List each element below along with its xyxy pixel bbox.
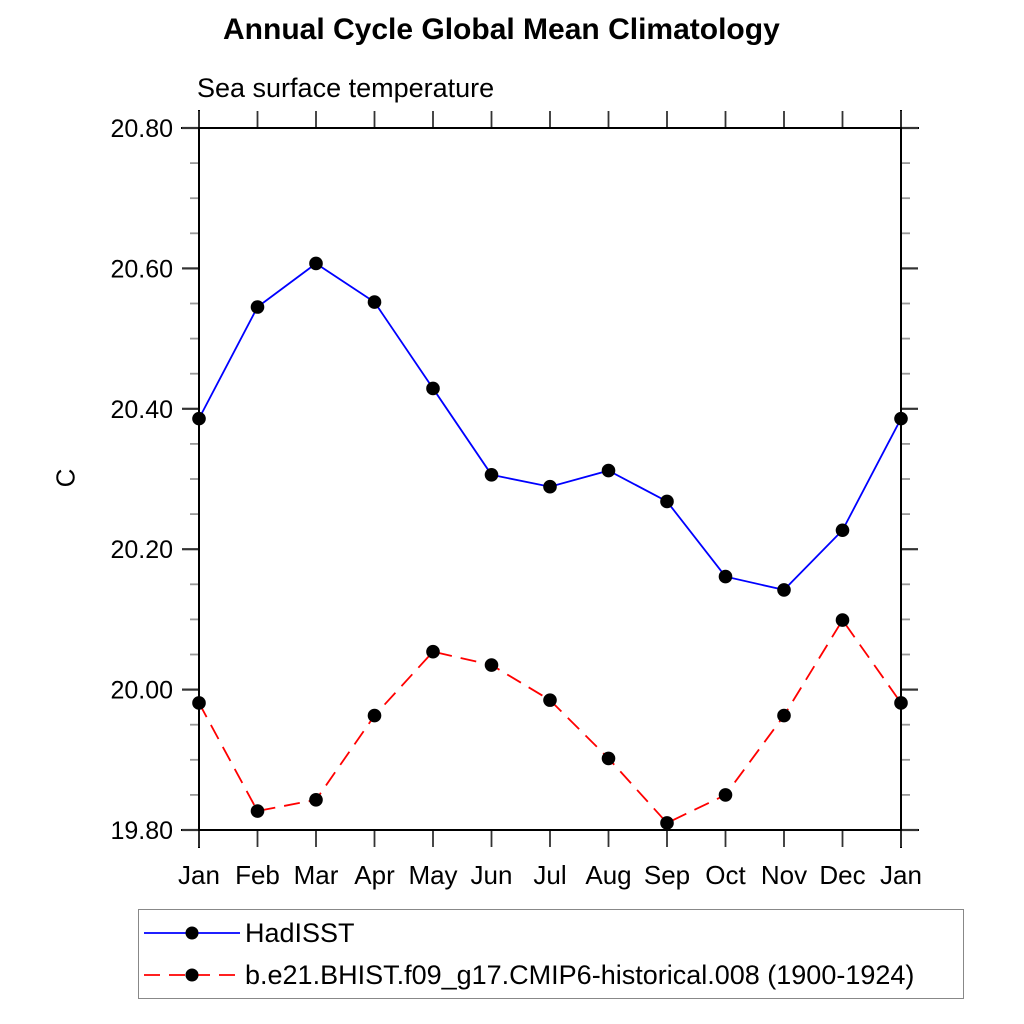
hadisst-data-point-mar-2 bbox=[309, 256, 323, 271]
x-tick-label: Aug bbox=[585, 860, 631, 890]
legend: HadISST b.e21.BHIST.f09_g17.CMIP6-histor… bbox=[138, 909, 964, 999]
model-data-point-apr-3 bbox=[367, 708, 382, 723]
hadisst-data-point-feb-1 bbox=[250, 300, 265, 314]
y-tick-label: 20.40 bbox=[110, 396, 173, 424]
hadisst-data-point-sep-8 bbox=[660, 494, 674, 509]
model-data-point-oct-9 bbox=[718, 788, 733, 802]
hadisst-data-point-oct-9 bbox=[718, 569, 733, 584]
x-tick-label: Jun bbox=[471, 860, 513, 890]
model-line bbox=[198, 618, 902, 825]
x-tick-label: Jul bbox=[533, 860, 566, 890]
hadisst-data-point-jul-6 bbox=[543, 479, 557, 494]
model-data-point-may-4 bbox=[426, 644, 440, 659]
y-tick-label: 20.20 bbox=[110, 536, 173, 564]
model-data-point-jul-6 bbox=[543, 693, 557, 707]
y-tick-label: 20.00 bbox=[110, 677, 173, 705]
x-tick-label: Jan bbox=[178, 860, 220, 890]
x-tick-label: Jan bbox=[880, 860, 922, 890]
x-tick-label: Nov bbox=[761, 860, 807, 890]
model-data-point-nov-10 bbox=[777, 708, 791, 723]
x-tick-label: Sep bbox=[644, 860, 690, 890]
legend-label-hadisst: HadISST bbox=[245, 917, 355, 948]
hadisst-line-sample bbox=[144, 926, 240, 940]
model-data-point-jan-0 bbox=[192, 696, 206, 710]
legend-marker-dot-icon bbox=[185, 926, 199, 940]
y-tick-label: 20.60 bbox=[110, 255, 173, 283]
model-data-point-dec-11 bbox=[835, 613, 850, 627]
model-data-point-feb-1 bbox=[250, 804, 265, 818]
model-data-point-mar-2 bbox=[309, 793, 323, 807]
model-data-point-jun-5 bbox=[484, 658, 499, 672]
x-tick-label: Oct bbox=[705, 860, 746, 890]
hadisst-line bbox=[198, 262, 902, 591]
model-line-sample bbox=[144, 968, 240, 982]
hadisst-data-point-dec-11 bbox=[835, 523, 850, 538]
model-data-point-sep-8 bbox=[660, 816, 674, 830]
y-axis-label: C bbox=[50, 468, 81, 488]
hadisst-data-point-jun-5 bbox=[484, 467, 499, 482]
model-data-point-aug-7 bbox=[601, 751, 616, 766]
x-tick-label: Apr bbox=[354, 860, 395, 890]
hadisst-data-point-jan-0 bbox=[192, 411, 206, 426]
legend-item-hadisst: HadISST bbox=[142, 912, 963, 954]
hadisst-data-point-aug-7 bbox=[601, 463, 616, 478]
hadisst-data-point-may-4 bbox=[426, 381, 440, 396]
hadisst-data-point-jan-12 bbox=[894, 411, 908, 426]
x-tick-label: Dec bbox=[819, 860, 865, 890]
chart-title: Annual Cycle Global Mean Climatology bbox=[223, 13, 780, 46]
y-tick-label: 20.80 bbox=[110, 115, 173, 143]
x-tick-label: May bbox=[408, 860, 457, 890]
hadisst-data-point-apr-3 bbox=[367, 295, 382, 309]
chart-subtitle: Sea surface temperature bbox=[197, 73, 495, 103]
legend-label-model: b.e21.BHIST.f09_g17.CMIP6-historical.008… bbox=[245, 959, 915, 990]
legend-marker-dot-icon bbox=[185, 968, 199, 982]
x-tick-label: Mar bbox=[294, 860, 339, 890]
y-tick-label: 19.80 bbox=[110, 817, 173, 845]
model-data-point-jan-12 bbox=[894, 696, 908, 710]
legend-item-model: b.e21.BHIST.f09_g17.CMIP6-historical.008… bbox=[142, 954, 963, 996]
hadisst-data-point-nov-10 bbox=[777, 583, 791, 597]
x-tick-label: Feb bbox=[235, 860, 280, 890]
